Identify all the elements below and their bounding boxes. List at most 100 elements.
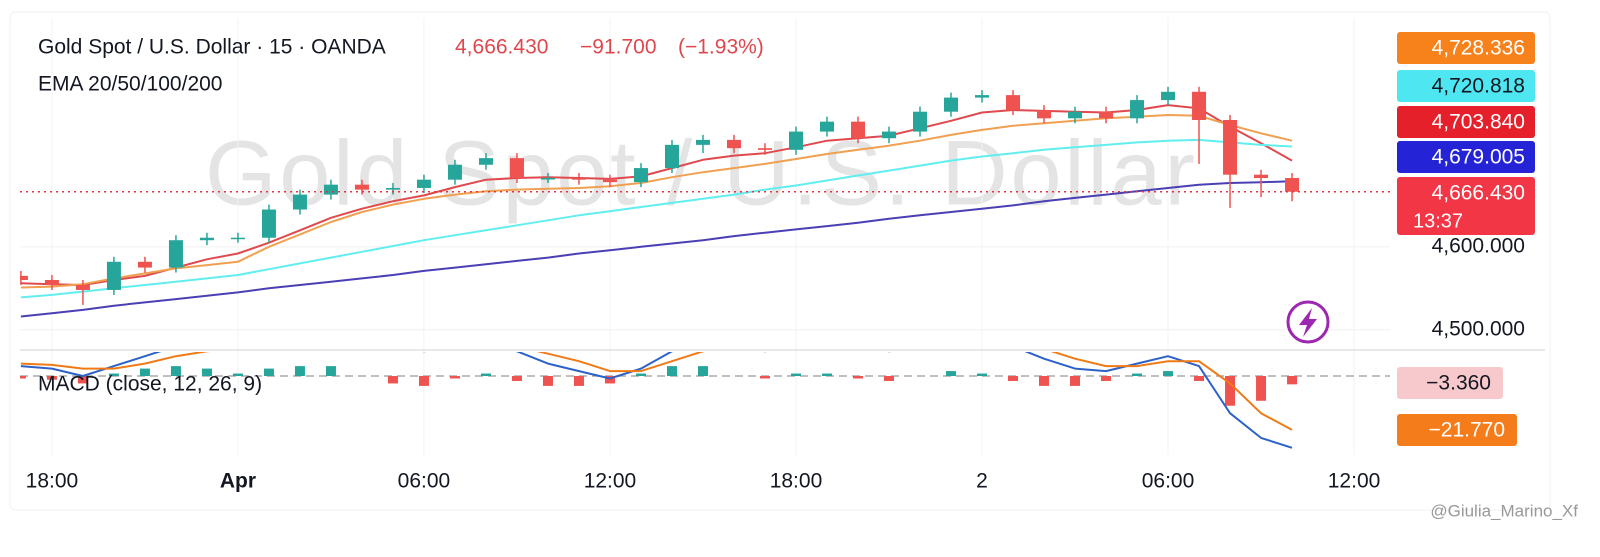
candle-body <box>1099 111 1114 119</box>
candle-body <box>137 261 152 268</box>
ema-line <box>20 180 1293 318</box>
candle-body <box>44 280 59 285</box>
x-tick-label: 06:00 <box>398 470 451 493</box>
price-badge <box>1397 141 1535 173</box>
candle-body <box>1130 100 1145 119</box>
candle-body <box>385 187 400 190</box>
price-badge-label: 4,703.840 <box>1432 111 1525 134</box>
axes: 18:00 Apr 06:00 12:00 18:00 2 06:00 12:00 4,500.… <box>26 32 1535 493</box>
x-tick-label: 12:00 <box>1328 470 1381 493</box>
macd-badge-label: −3.360 <box>1426 372 1491 395</box>
price-badge <box>1397 32 1535 64</box>
y-tick-label: 4,500.000 <box>1432 317 1525 340</box>
histogram-bar <box>697 366 708 377</box>
candle-body <box>199 237 214 241</box>
countdown: 13:37 <box>1413 210 1463 232</box>
candle-body <box>230 237 245 240</box>
candle-body <box>509 158 524 179</box>
histogram-bar <box>480 373 491 377</box>
candle-body <box>819 121 834 132</box>
histogram-bar <box>1101 376 1112 381</box>
quick-action[interactable] <box>1286 300 1330 344</box>
macd-pane <box>20 352 1298 449</box>
histogram-bar <box>1039 376 1050 386</box>
lightning-icon <box>1299 308 1317 337</box>
histogram-bar <box>790 373 801 377</box>
histogram-bar <box>294 366 305 377</box>
x-tick-label: 06:00 <box>1142 470 1195 493</box>
credit: @Giulia_Marino_Xf <box>1430 501 1578 520</box>
histogram-bar <box>573 376 584 386</box>
candle-body <box>1254 174 1269 179</box>
candle-body <box>944 97 959 112</box>
histogram-bar <box>666 366 677 377</box>
candle-body <box>788 131 803 150</box>
price-badge <box>1397 106 1535 138</box>
histogram-bar <box>77 376 88 384</box>
grid <box>20 18 1390 455</box>
ema-line <box>20 138 1293 299</box>
macd-line <box>20 352 1293 449</box>
candle-body <box>695 139 710 145</box>
histogram-bar <box>325 366 336 377</box>
price-change: −91.700 <box>580 36 657 59</box>
histogram-bar <box>418 376 429 386</box>
candle-body <box>292 194 307 210</box>
candle-body <box>1223 119 1238 175</box>
histogram-bar <box>449 376 460 379</box>
x-tick-label: 18:00 <box>26 470 79 493</box>
candle-body <box>881 131 896 139</box>
price-badge-label: 4,728.336 <box>1432 37 1525 60</box>
histogram-bar <box>1163 371 1174 377</box>
candle-body <box>20 275 28 281</box>
histogram-bar <box>542 376 553 386</box>
last-price: 4,666.430 <box>455 36 548 59</box>
histogram-bar <box>232 373 243 377</box>
candle-body <box>1285 178 1300 192</box>
price-change-pct: (−1.93%) <box>678 36 764 59</box>
histogram-bar <box>139 368 150 377</box>
candle-body <box>602 179 617 183</box>
price-badge-label: 4,666.430 <box>1432 182 1525 205</box>
chart-title: Gold Spot / U.S. Dollar · 15 · OANDA <box>38 36 386 59</box>
price-badge-label: 4,679.005 <box>1432 146 1525 169</box>
candle-body <box>323 184 338 195</box>
candle-body <box>664 144 679 169</box>
macd-badge-label: −21.770 <box>1429 419 1506 442</box>
candle-body <box>1068 111 1083 119</box>
candle-body <box>850 121 865 139</box>
histogram-bar <box>635 373 646 377</box>
candle-body <box>633 168 648 183</box>
candle-body <box>757 148 772 150</box>
candle-body <box>726 139 741 149</box>
macd-badge <box>1397 414 1517 446</box>
candle-body <box>571 178 586 180</box>
histogram-bar <box>759 376 770 379</box>
histogram-bar <box>387 376 398 384</box>
price-badge <box>1397 177 1535 235</box>
histogram-bar <box>263 368 274 377</box>
price-badge-label: 4,720.818 <box>1432 75 1525 98</box>
histogram-bar <box>1225 376 1236 406</box>
chart-frame <box>9 11 1551 511</box>
price-badge <box>1397 70 1535 102</box>
candle-body <box>75 284 90 290</box>
histogram-bar <box>1070 376 1081 386</box>
candle-body <box>913 111 928 132</box>
candle-body <box>1161 91 1176 101</box>
histogram-bar <box>852 376 863 379</box>
histogram-bar <box>1194 376 1205 381</box>
histogram-bar <box>511 376 522 381</box>
macd-label: MACD (close, 12, 26, 9) <box>38 373 262 396</box>
histogram-bar <box>20 376 26 379</box>
y-tick-label: 4,600.000 <box>1432 234 1525 257</box>
ema-line <box>20 114 1293 289</box>
candle-body <box>447 164 462 180</box>
candle-body <box>354 184 369 190</box>
candle-body <box>416 179 431 188</box>
candle-body <box>106 261 121 290</box>
histogram-bar <box>108 373 119 377</box>
candle-body <box>1192 91 1207 120</box>
